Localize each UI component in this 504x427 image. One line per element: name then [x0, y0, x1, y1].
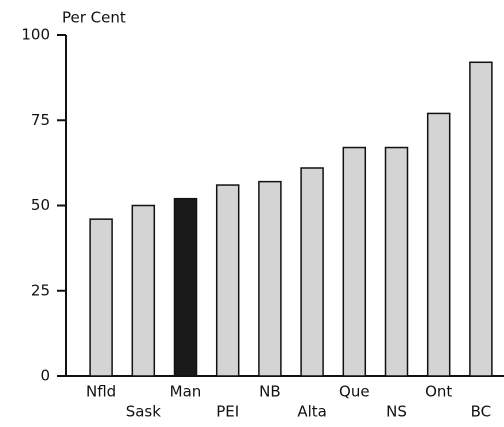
bar	[131, 204, 156, 377]
x-tick-label: PEI	[216, 403, 239, 421]
bar	[426, 112, 451, 377]
x-tick-label: Ont	[425, 383, 452, 401]
bar	[384, 146, 409, 377]
bar	[258, 180, 282, 377]
x-tick-label: Que	[339, 383, 370, 401]
x-tick-label: NS	[386, 403, 407, 421]
bar	[469, 61, 493, 377]
x-tick-label: Alta	[297, 403, 327, 421]
x-tick-label: BC	[471, 403, 492, 421]
y-tick-label: 0	[40, 367, 50, 385]
x-tick-label: Sask	[126, 403, 162, 421]
bar	[342, 146, 367, 377]
y-tick-label: 25	[31, 281, 50, 299]
y-tick-label: 50	[31, 196, 50, 214]
x-tick-label: Man	[170, 383, 202, 401]
x-tick-label: Nfld	[86, 383, 116, 401]
x-tick-label: NB	[259, 383, 281, 401]
bar	[89, 218, 113, 377]
bar	[300, 167, 324, 377]
y-axis-label: Per Cent	[62, 9, 126, 27]
y-tick-label: 100	[21, 26, 50, 44]
bar	[173, 197, 198, 377]
bar	[215, 184, 240, 377]
y-tick-label: 75	[31, 111, 50, 129]
